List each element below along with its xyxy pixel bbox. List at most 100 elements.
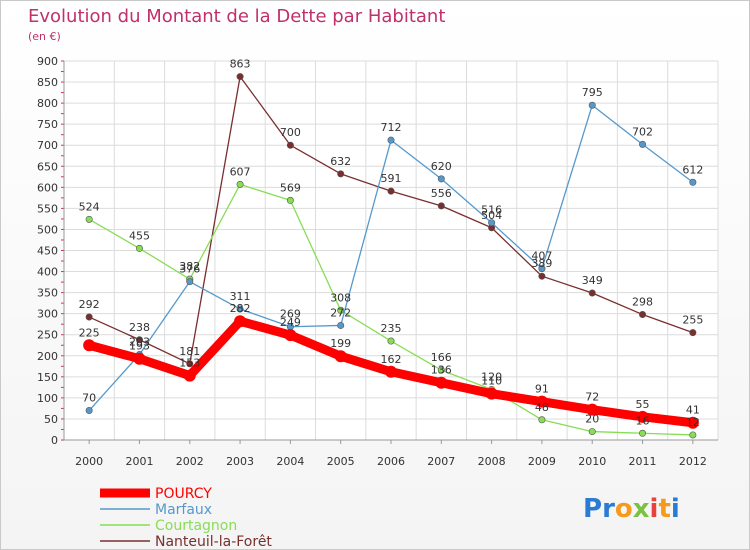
x-tick-label: 2003 xyxy=(226,455,254,468)
data-point xyxy=(387,337,395,345)
series-layer xyxy=(83,73,699,439)
data-label: 162 xyxy=(381,353,402,366)
legend-label: Marfaux xyxy=(155,502,212,518)
y-tick-label: 600 xyxy=(37,181,58,194)
data-label: 203 xyxy=(129,336,150,349)
x-tick-label: 2007 xyxy=(427,455,455,468)
data-label: 612 xyxy=(682,163,703,176)
data-point xyxy=(588,428,596,436)
logo-letter: r xyxy=(602,494,615,524)
data-point xyxy=(286,141,294,149)
y-tick-label: 500 xyxy=(37,223,58,236)
data-label: 591 xyxy=(381,172,402,185)
data-label: 72 xyxy=(585,391,599,404)
data-label: 620 xyxy=(431,160,452,173)
data-point xyxy=(85,407,93,415)
data-label: 269 xyxy=(280,308,301,321)
data-label: 12 xyxy=(686,416,700,429)
data-point xyxy=(334,350,347,363)
y-tick-label: 200 xyxy=(37,350,58,363)
data-point xyxy=(337,321,345,329)
data-label: 569 xyxy=(280,181,301,194)
chart-subtitle: (en €) xyxy=(28,30,61,43)
x-tick-label: 2005 xyxy=(327,455,355,468)
data-point xyxy=(183,369,196,382)
data-point xyxy=(437,202,445,210)
x-tick-label: 2008 xyxy=(478,455,506,468)
data-label: 632 xyxy=(330,155,351,168)
data-point xyxy=(588,101,596,109)
data-label: 455 xyxy=(129,229,150,242)
data-label: 516 xyxy=(481,204,502,217)
y-tick-label: 50 xyxy=(44,413,58,426)
data-point xyxy=(689,178,697,186)
data-label: 249 xyxy=(280,316,301,329)
x-tick-label: 2012 xyxy=(679,455,707,468)
y-tick-label: 100 xyxy=(37,392,58,405)
y-tick-label: 300 xyxy=(37,308,58,321)
data-label: 308 xyxy=(330,291,351,304)
legend-label: POURCY xyxy=(155,486,212,502)
data-point xyxy=(85,215,93,223)
y-tick-label: 250 xyxy=(37,329,58,342)
data-label: 199 xyxy=(330,337,351,350)
data-point xyxy=(689,329,697,337)
data-label: 48 xyxy=(535,401,549,414)
proxiti-logo: Proxiti xyxy=(583,494,680,524)
data-point xyxy=(639,311,647,319)
logo-letter: x xyxy=(633,494,650,524)
x-tick-label: 2002 xyxy=(176,455,204,468)
x-tick-label: 2001 xyxy=(125,455,153,468)
data-label: 166 xyxy=(431,351,452,364)
data-point xyxy=(538,272,546,280)
data-label: 16 xyxy=(636,414,650,427)
data-label: 110 xyxy=(481,375,502,388)
data-label: 238 xyxy=(129,321,150,334)
data-label: 702 xyxy=(632,125,653,138)
data-label: 153 xyxy=(179,357,200,370)
data-point xyxy=(286,196,294,204)
data-label: 556 xyxy=(431,187,452,200)
data-label: 607 xyxy=(230,165,251,178)
y-tick-label: 450 xyxy=(37,245,58,258)
y-tick-label: 400 xyxy=(37,266,58,279)
data-label: 225 xyxy=(79,326,100,339)
chart-title: Evolution du Montant de la Dette par Hab… xyxy=(28,6,445,27)
y-tick-label: 650 xyxy=(37,160,58,173)
logo-letter: i xyxy=(671,494,680,524)
data-label: 311 xyxy=(230,290,251,303)
data-label: 255 xyxy=(682,314,703,327)
data-label: 376 xyxy=(179,263,200,276)
x-tick-label: 2000 xyxy=(75,455,103,468)
x-tick-label: 2011 xyxy=(629,455,657,468)
x-tick-label: 2009 xyxy=(528,455,556,468)
data-point xyxy=(535,395,548,408)
grid-lines xyxy=(63,60,719,441)
logo-letter: P xyxy=(583,494,602,524)
y-tick-label: 0 xyxy=(51,434,58,447)
data-label: 349 xyxy=(582,274,603,287)
data-label: 292 xyxy=(79,298,100,311)
data-point xyxy=(586,403,599,416)
y-tick-label: 800 xyxy=(37,97,58,110)
data-label: 193 xyxy=(129,340,150,353)
data-label: 272 xyxy=(330,306,351,319)
y-tick-label: 750 xyxy=(37,118,58,131)
logo-letter: t xyxy=(658,494,670,524)
data-point xyxy=(437,366,445,374)
y-tick-label: 350 xyxy=(37,287,58,300)
data-point xyxy=(639,429,647,437)
y-axis: 0 50 100 150 200 250 300 350 400 450 500 550 600 650 7… xyxy=(37,55,65,447)
y-tick-label: 900 xyxy=(37,55,58,68)
data-label: 70 xyxy=(82,392,96,405)
data-point xyxy=(538,265,546,273)
data-label: 863 xyxy=(230,58,251,71)
data-point xyxy=(437,175,445,183)
data-point xyxy=(387,187,395,195)
data-point xyxy=(435,376,448,389)
data-point xyxy=(485,387,498,400)
data-point xyxy=(284,329,297,342)
logo-letter: i xyxy=(650,494,659,524)
